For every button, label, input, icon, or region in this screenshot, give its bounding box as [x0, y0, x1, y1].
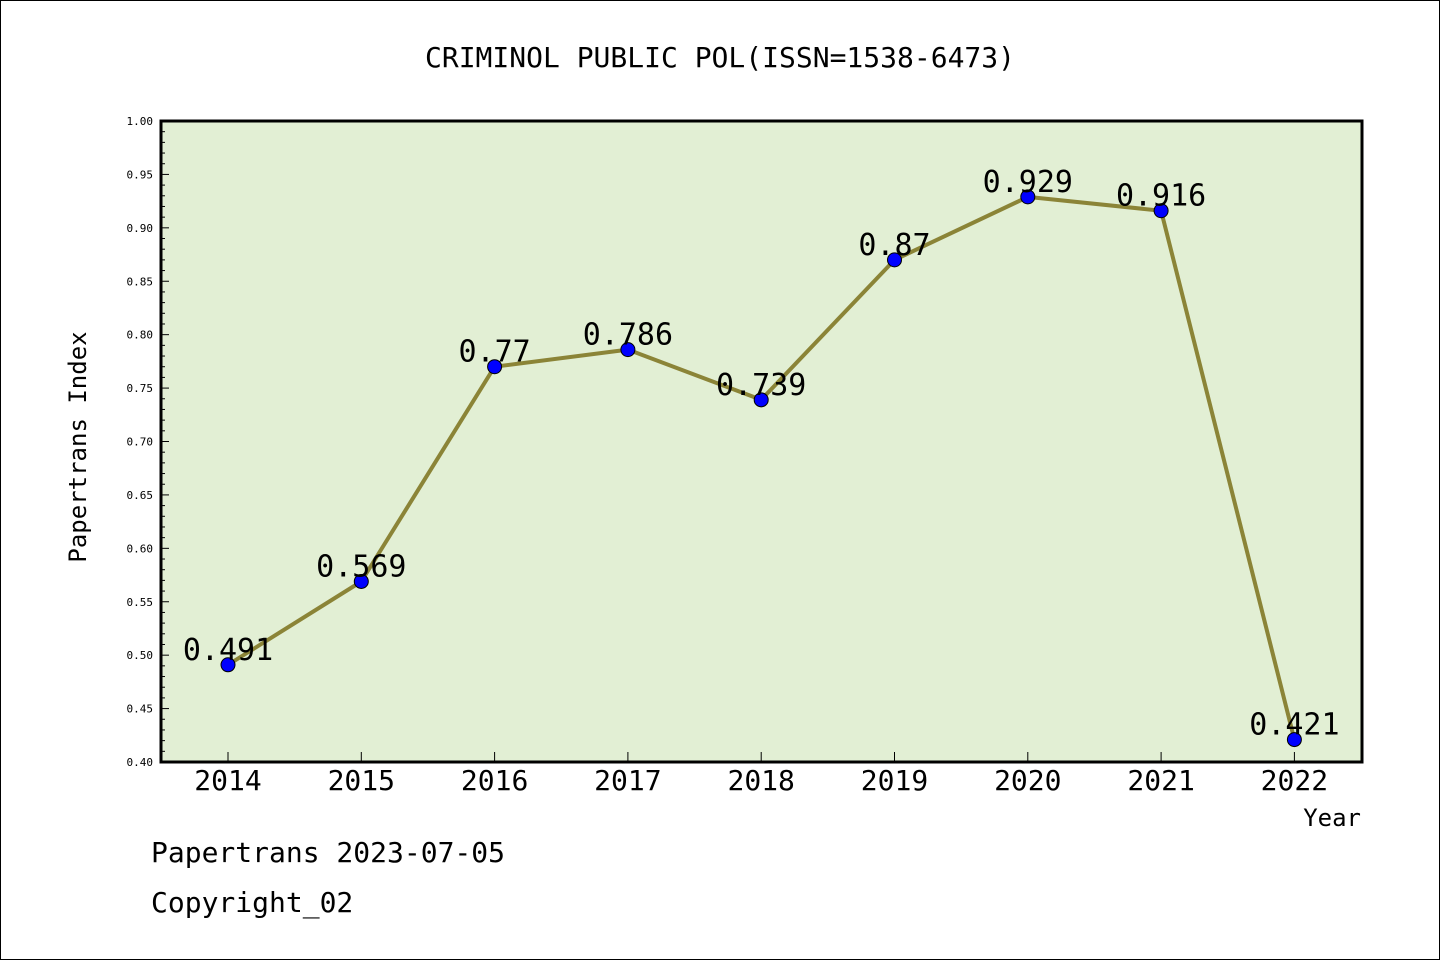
data-point: [220, 657, 236, 673]
y-tick-label: 0.95: [127, 168, 154, 181]
data-label: 0.77: [458, 335, 530, 370]
footer-date: Papertrans 2023-07-05: [151, 836, 506, 869]
x-tick-label: 2018: [727, 764, 794, 797]
data-point: [1153, 203, 1169, 219]
x-tick-label: 2016: [461, 764, 528, 797]
x-tick-label: 2015: [328, 764, 395, 797]
y-tick-label: 0.45: [127, 703, 154, 716]
y-axis-ticks: 0.40 0.45 0.50 0.55 0.60 0.65 0.70 0.75 0.80 0.85…: [127, 115, 169, 769]
data-label: 0.569: [316, 549, 406, 584]
plot-area: [161, 121, 1362, 762]
data-markers: [220, 189, 1302, 748]
y-tick-label: 0.40: [127, 756, 154, 769]
y-tick-label: 0.55: [127, 596, 154, 609]
y-tick-label: 0.60: [127, 542, 154, 555]
x-tick-label: 2022: [1261, 764, 1328, 797]
plot-border: [159, 119, 1364, 764]
y-tick-label: 0.75: [127, 382, 154, 395]
data-point: [1020, 189, 1036, 205]
y-tick-label: 1.00: [127, 115, 154, 128]
data-label: 0.916: [1116, 179, 1206, 214]
x-tick-label: 2021: [1127, 764, 1194, 797]
data-label: 0.421: [1249, 708, 1339, 743]
data-point: [353, 573, 369, 589]
y-tick-label: 0.80: [127, 329, 154, 342]
x-tick-label: 2014: [194, 764, 261, 797]
x-axis-ticks: 2014 2015 2016 2017 2018 2019 2020 2021 2022: [194, 752, 1328, 797]
data-label: 0.929: [983, 165, 1073, 200]
data-point: [753, 392, 769, 408]
x-tick-label: 2020: [994, 764, 1061, 797]
data-label: 0.87: [858, 228, 930, 263]
data-point: [487, 359, 503, 375]
data-label: 0.739: [716, 368, 806, 403]
y-tick-label: 0.50: [127, 649, 154, 662]
y-tick-label: 0.90: [127, 222, 154, 235]
chart-title: CRIMINOL PUBLIC POL(ISSN=1538-6473): [425, 41, 1015, 74]
data-point: [887, 252, 902, 268]
data-labels: 0.491 0.569 0.77 0.786 0.739 0.87 0.929 0.916 0.…: [183, 165, 1340, 743]
data-point: [1286, 732, 1302, 748]
data-label: 0.491: [183, 633, 273, 668]
data-point: [620, 342, 636, 358]
y-tick-label: 0.65: [127, 489, 154, 502]
x-tick-label: 2017: [594, 764, 661, 797]
footer-copyright: Copyright_02: [151, 886, 354, 919]
y-axis-label: Papertrans Index: [64, 331, 92, 562]
y-tick-label: 0.70: [127, 436, 154, 449]
y-tick-label: 0.85: [127, 275, 154, 288]
x-axis-label: Year: [1303, 804, 1361, 832]
data-label: 0.786: [583, 318, 673, 353]
x-tick-label: 2019: [861, 764, 928, 797]
